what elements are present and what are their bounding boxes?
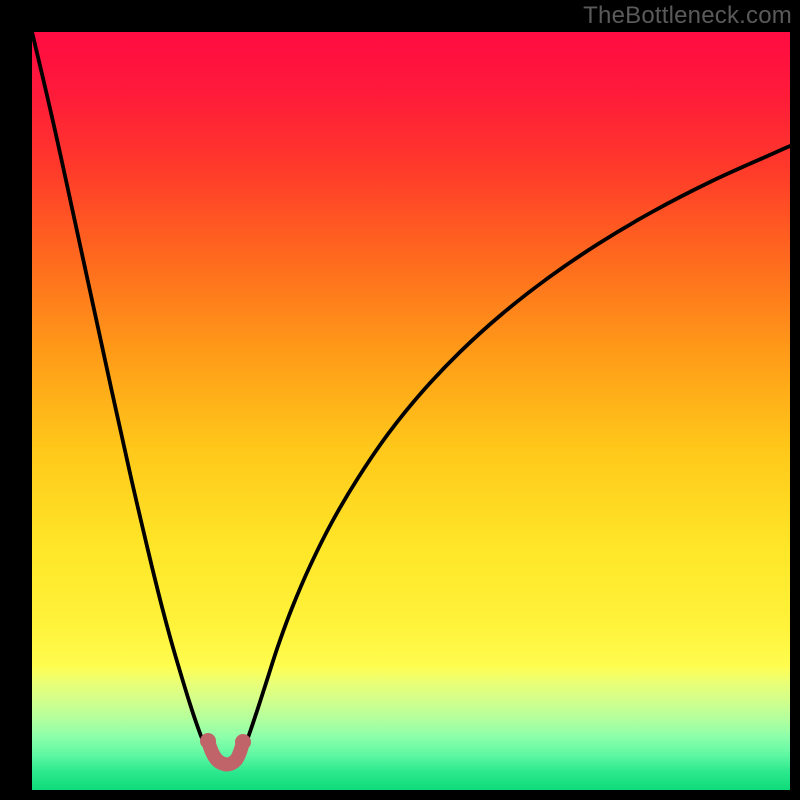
gradient-background	[32, 32, 790, 790]
bottleneck-chart	[0, 0, 800, 800]
dip-marker-dot-right	[235, 734, 251, 750]
watermark-text: TheBottleneck.com	[583, 2, 792, 30]
plot-area	[32, 32, 790, 790]
dip-marker-dot-left	[200, 733, 216, 749]
chart-container: TheBottleneck.com	[0, 0, 800, 800]
